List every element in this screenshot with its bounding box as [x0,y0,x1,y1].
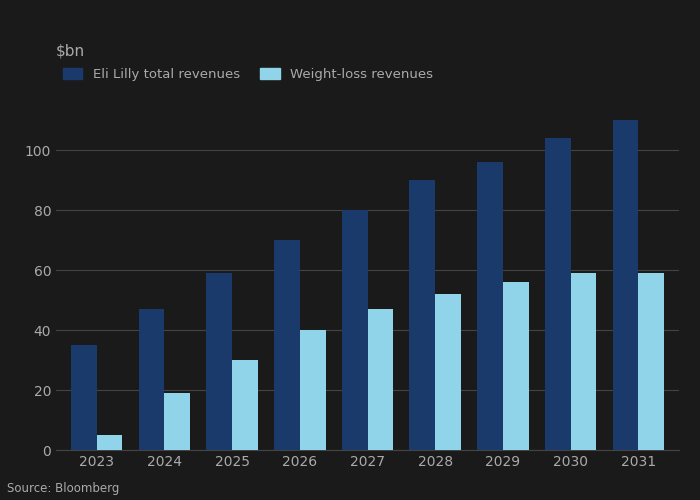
Bar [300,330,326,450]
Bar [503,282,528,450]
Bar [342,210,368,450]
Bar [139,309,164,450]
Bar [612,120,638,450]
Bar [410,180,435,450]
Bar [477,162,503,450]
Bar [206,273,232,450]
Bar [71,345,97,450]
Text: $bn: $bn [56,43,85,58]
Text: Source: Bloomberg: Source: Bloomberg [7,482,120,495]
Bar [274,240,300,450]
Bar [97,435,122,450]
Bar [164,393,190,450]
Bar [368,309,393,450]
Bar [435,294,461,450]
Legend: Eli Lilly total revenues, Weight-loss revenues: Eli Lilly total revenues, Weight-loss re… [62,68,433,81]
Bar [232,360,258,450]
Bar [570,273,596,450]
Bar [545,138,570,450]
Bar [638,273,664,450]
